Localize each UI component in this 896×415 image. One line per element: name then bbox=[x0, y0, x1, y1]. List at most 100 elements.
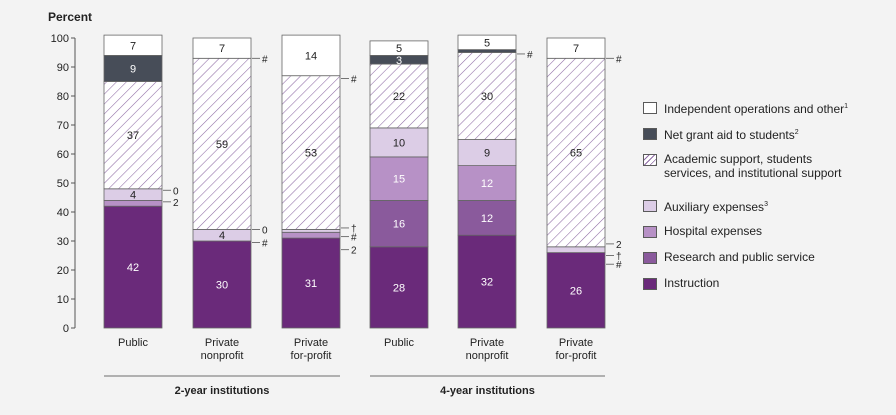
y-tick-label: 30 bbox=[57, 236, 69, 248]
category-label: Private bbox=[470, 337, 504, 349]
data-label: 9 bbox=[484, 148, 490, 160]
y-tick-label: 90 bbox=[57, 62, 69, 74]
category-label: Public bbox=[384, 337, 414, 349]
bar-segment bbox=[192, 240, 252, 329]
y-axis-title: Percent bbox=[48, 10, 93, 24]
callout-label: # bbox=[351, 75, 357, 86]
bar-segment bbox=[103, 34, 163, 56]
category-labels: Public PrivatenonprofitPrivatefor-profitP… bbox=[104, 337, 605, 397]
bar-segment bbox=[369, 199, 429, 248]
data-label: 28 bbox=[393, 282, 405, 294]
y-tick-label: 60 bbox=[57, 149, 69, 161]
callout-label: # bbox=[616, 260, 622, 271]
data-label: 37 bbox=[127, 130, 139, 142]
bar-segment bbox=[369, 40, 429, 56]
bar-segment bbox=[457, 139, 517, 167]
legend-swatch bbox=[643, 102, 657, 114]
data-label: 12 bbox=[481, 178, 493, 190]
bar-segment bbox=[457, 165, 517, 201]
data-label: 26 bbox=[570, 285, 582, 297]
data-label: 12 bbox=[481, 213, 493, 225]
data-label: 7 bbox=[573, 43, 579, 55]
data-label: 14 bbox=[305, 50, 317, 62]
data-label: 7 bbox=[219, 43, 225, 55]
bar-segment bbox=[457, 49, 517, 53]
data-label: 4 bbox=[130, 190, 136, 202]
bar-segment bbox=[192, 57, 252, 230]
data-label: 10 bbox=[393, 137, 405, 149]
data-label: 3 bbox=[396, 55, 402, 67]
data-label: 42 bbox=[127, 262, 139, 274]
data-label: 65 bbox=[570, 148, 582, 160]
legend-label: Instruction bbox=[664, 276, 720, 290]
legend-label: Academic support, students services, and… bbox=[664, 152, 842, 180]
callout-label: # bbox=[262, 238, 268, 249]
data-label: 30 bbox=[216, 280, 228, 292]
bar-segment bbox=[546, 37, 606, 59]
data-label: 16 bbox=[393, 219, 405, 231]
y-tick-label: 50 bbox=[57, 178, 69, 190]
legend-swatch bbox=[643, 200, 657, 212]
data-label: 5 bbox=[396, 43, 402, 55]
group-label: 4-year institutions bbox=[440, 385, 535, 397]
bar-segment bbox=[103, 81, 163, 190]
callout-label: # bbox=[262, 54, 268, 65]
y-tick-label: 0 bbox=[63, 323, 69, 335]
bar-segment bbox=[281, 237, 341, 329]
legend-item: Research and public service bbox=[643, 250, 859, 267]
legend-item: Auxiliary expenses3 bbox=[643, 198, 859, 215]
bar-segment bbox=[457, 199, 517, 236]
data-label: 5 bbox=[484, 37, 490, 49]
data-label: 59 bbox=[216, 139, 228, 151]
legend: Independent operations and other1 Net gra… bbox=[643, 100, 859, 302]
callout-label: 2 bbox=[173, 198, 179, 209]
callout-label: 0 bbox=[262, 225, 268, 236]
legend-item: Academic support, students services, and… bbox=[643, 152, 859, 189]
category-label: Private bbox=[559, 337, 593, 349]
y-tick-label: 70 bbox=[57, 120, 69, 132]
data-label: 53 bbox=[305, 148, 317, 160]
bars bbox=[103, 34, 606, 329]
y-tick-label: 40 bbox=[57, 207, 69, 219]
category-label: Private bbox=[294, 337, 328, 349]
bar-segment bbox=[457, 52, 517, 140]
legend-swatch bbox=[643, 252, 657, 264]
callout-label: 2 bbox=[616, 240, 622, 251]
bar-segment bbox=[281, 231, 341, 239]
legend-item: Independent operations and other1 bbox=[643, 100, 859, 117]
bar-segment bbox=[192, 37, 252, 59]
data-label: 31 bbox=[305, 278, 317, 290]
bar-segment bbox=[281, 228, 341, 233]
data-label: 7 bbox=[130, 40, 136, 52]
legend-label: Research and public service bbox=[664, 250, 815, 264]
data-label: 15 bbox=[393, 174, 405, 186]
y-axis: 0 10 20 30 40 50 60 70 80 90 100 bbox=[51, 33, 76, 335]
callout-label: 0 bbox=[173, 186, 179, 197]
bar-segment bbox=[457, 34, 517, 50]
legend-label: Independent operations and other1 bbox=[664, 102, 849, 116]
bar-segment bbox=[369, 63, 429, 129]
data-label: 9 bbox=[130, 63, 136, 75]
category-label: nonprofit bbox=[201, 350, 244, 362]
bar-segment bbox=[281, 75, 341, 230]
legend-swatch bbox=[643, 278, 657, 290]
callout-label: # bbox=[527, 50, 533, 61]
category-label: Public bbox=[118, 337, 148, 349]
y-tick-label: 20 bbox=[57, 265, 69, 277]
legend-label: Auxiliary expenses3 bbox=[664, 200, 768, 214]
y-tick-label: 100 bbox=[51, 33, 69, 45]
legend-label: Hospital expenses bbox=[664, 224, 763, 238]
bar-segment bbox=[546, 252, 606, 329]
data-label: 4 bbox=[219, 230, 225, 242]
legend-swatch bbox=[643, 226, 657, 238]
legend-swatch bbox=[643, 154, 657, 166]
bar-segment bbox=[103, 205, 163, 329]
callout-label: † bbox=[616, 252, 622, 263]
data-label: 32 bbox=[481, 277, 493, 289]
group-label: 2-year institutions bbox=[175, 385, 270, 397]
callout-label: # bbox=[351, 233, 357, 244]
category-label: nonprofit bbox=[466, 350, 509, 362]
bar-labels: 424379702304597#0#315314#†#2281615102235… bbox=[127, 37, 622, 297]
y-tick-label: 10 bbox=[57, 294, 69, 306]
